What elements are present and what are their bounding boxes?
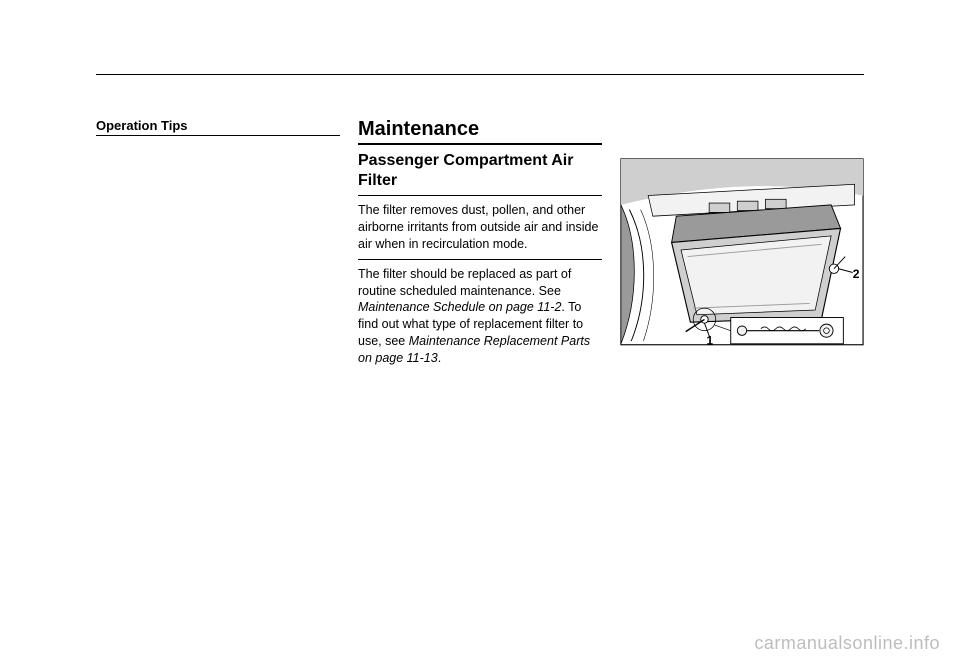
maintenance-heading: Maintenance [358, 118, 602, 145]
figure-label-1: 1 [706, 334, 713, 346]
figure-label-2: 2 [853, 267, 860, 281]
column-1: Operation Tips [96, 118, 340, 379]
air-filter-paragraph-1: The filter removes dust, pollen, and oth… [358, 202, 602, 260]
page-content: Operation Tips Maintenance Passenger Com… [96, 118, 864, 379]
air-filter-paragraph-2: The filter should be replaced as part of… [358, 266, 602, 373]
column-3: 1 2 [620, 118, 864, 379]
para2-text-a: The filter should be replaced as part of… [358, 267, 571, 298]
air-filter-heading: Passenger Compartment Air Filter [358, 151, 602, 196]
para1-text: The filter removes dust, pollen, and oth… [358, 203, 598, 251]
operation-tips-heading: Operation Tips [96, 118, 340, 136]
para2-ref-1: Maintenance Schedule on page 11-2 [358, 300, 561, 314]
watermark-text: carmanualsonline.info [754, 633, 940, 654]
header-rule [96, 74, 864, 75]
glovebox-svg: 1 2 [620, 158, 864, 346]
para2-text-c: . [438, 351, 441, 365]
column-2: Maintenance Passenger Compartment Air Fi… [358, 118, 602, 379]
glovebox-figure: 1 2 [620, 158, 864, 346]
